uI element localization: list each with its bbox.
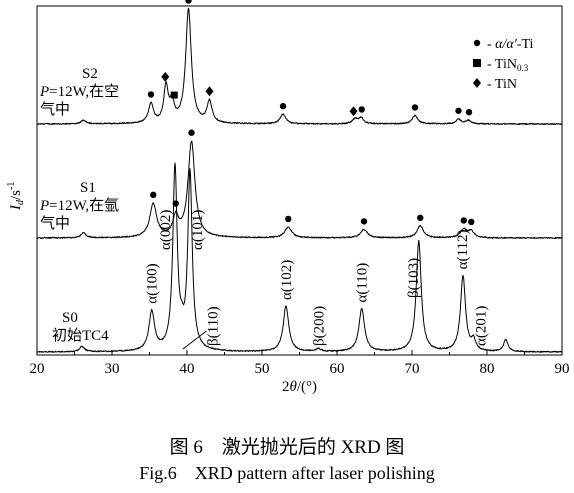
peak-marker-s1-4 (360, 218, 368, 225)
x-tick-label-50: 50 (255, 361, 270, 377)
legend: - α/α′-Ti - TiN0.3 - TiN (473, 37, 534, 92)
legend-marker-2 (473, 78, 481, 88)
axes: 20 30 40 50 60 70 80 90 2θ/(°) Id/s-1 (6, 5, 570, 395)
peak-marker-s2-7 (358, 106, 365, 113)
peak-marker-s2-0 (147, 91, 155, 98)
x-tick-label-60: 60 (330, 361, 345, 377)
x-tick-label-80: 80 (480, 361, 495, 377)
peak-marker-s2-9 (455, 107, 462, 114)
sample-label-s2-0: S2 (82, 66, 98, 82)
beta110-leader-line (182, 330, 207, 350)
peak-marker-s1-3 (285, 215, 292, 223)
peak-marker-s2-3 (185, 0, 192, 4)
legend-label-0: - α/α′-Ti (487, 37, 534, 52)
sample-label-s0-0: S0 (62, 310, 78, 326)
legend-label-2: - TiN (487, 77, 517, 92)
series-line-s1 (36, 140, 563, 239)
x-tick-label-20: 20 (30, 361, 45, 377)
sample-label-s1-1: P=12W,在氩 (39, 197, 119, 214)
peak-annotation-7: β(103) (406, 258, 422, 298)
peak-annotation-5: β(200) (311, 306, 327, 346)
peak-annotation-1: α(002) (158, 210, 174, 250)
peak-marker-s1-1 (172, 200, 179, 207)
peak-marker-s2-5 (279, 102, 287, 110)
peak-marker-s1-6 (460, 217, 467, 224)
plot-frame (36, 5, 563, 356)
sample-label-s0-1: 初始TC4 (52, 327, 109, 344)
peak-annotation-0: α(100) (145, 263, 161, 303)
peak-marker-s2-2 (170, 91, 178, 99)
series-line-s2 (36, 7, 563, 126)
peak-marker-s2-4 (205, 86, 214, 97)
annotation-layer: α(100) α(002) α(101) β(110) α(102) β(200) α(11… (145, 210, 490, 350)
series-layer (36, 7, 563, 353)
series-line-s0 (36, 162, 563, 353)
sample-label-s1-0: S1 (80, 180, 96, 196)
peak-marker-s2-1 (161, 71, 170, 82)
legend-marker-1 (473, 59, 481, 67)
peak-annotation-3: β(110) (205, 306, 221, 346)
x-tick-label-70: 70 (405, 361, 420, 377)
peak-annotation-8: α(112) (455, 230, 471, 270)
peak-annotation-9: α(201) (474, 306, 490, 346)
figure-caption-en: Fig.6 XRD pattern after laser polishing (139, 463, 435, 483)
legend-label-1: - TiN0.3 (487, 57, 529, 73)
figure-caption-cn: 图 6 激光抛光后的 XRD 图 (169, 437, 405, 458)
peak-annotation-6: α(110) (355, 263, 371, 303)
peak-marker-s1-2 (188, 129, 195, 136)
peak-annotation-4: α(102) (279, 260, 295, 300)
x-tick-label-90: 90 (555, 361, 570, 377)
peak-marker-s2-6 (349, 106, 358, 117)
sample-label-s2-2: 气中 (40, 101, 70, 118)
marker-layer (147, 0, 475, 226)
sample-label-s2-1: P=12W,在空 (39, 83, 119, 100)
xrd-chart: α(100) α(002) α(101) β(110) α(102) β(200) α(11… (6, 0, 570, 395)
peak-marker-s1-5 (417, 214, 424, 222)
peak-marker-s2-8 (411, 104, 419, 111)
peak-annotation-2: α(101) (190, 210, 206, 250)
peak-marker-s2-10 (465, 108, 473, 116)
y-axis-label: Id/s-1 (6, 182, 26, 211)
x-axis-label: 2θ/(°) (282, 379, 317, 395)
x-tick-label-30: 30 (105, 361, 120, 377)
peak-marker-s1-0 (150, 191, 157, 199)
peak-marker-s1-7 (468, 218, 475, 226)
sample-label-s1-2: 气中 (40, 215, 70, 232)
x-tick-label-40: 40 (180, 361, 195, 377)
legend-marker-0 (473, 39, 481, 47)
